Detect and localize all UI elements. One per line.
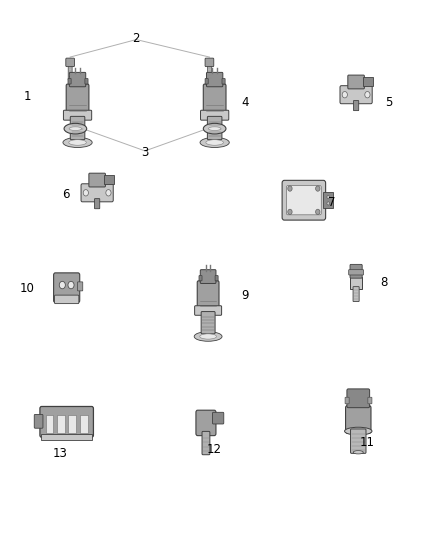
Text: 10: 10 — [19, 282, 34, 295]
Text: 4: 4 — [241, 95, 249, 109]
FancyBboxPatch shape — [212, 413, 224, 424]
FancyBboxPatch shape — [345, 397, 349, 404]
FancyBboxPatch shape — [197, 281, 219, 311]
Circle shape — [59, 281, 65, 289]
FancyBboxPatch shape — [282, 180, 325, 220]
FancyBboxPatch shape — [68, 78, 71, 84]
FancyBboxPatch shape — [66, 84, 89, 115]
Ellipse shape — [200, 334, 216, 339]
Text: 2: 2 — [133, 32, 140, 45]
Circle shape — [316, 186, 320, 191]
Circle shape — [342, 92, 347, 98]
FancyBboxPatch shape — [215, 276, 218, 281]
FancyBboxPatch shape — [194, 306, 222, 316]
Circle shape — [106, 190, 111, 196]
FancyBboxPatch shape — [346, 406, 371, 433]
Text: 12: 12 — [207, 443, 222, 456]
FancyBboxPatch shape — [68, 65, 72, 80]
FancyBboxPatch shape — [81, 184, 113, 202]
Circle shape — [365, 92, 370, 98]
FancyBboxPatch shape — [78, 282, 83, 291]
FancyBboxPatch shape — [80, 415, 88, 433]
FancyBboxPatch shape — [70, 116, 85, 140]
Circle shape — [288, 186, 292, 191]
Text: 6: 6 — [62, 189, 70, 201]
FancyBboxPatch shape — [340, 86, 372, 104]
FancyBboxPatch shape — [200, 270, 216, 284]
FancyBboxPatch shape — [40, 407, 93, 437]
FancyBboxPatch shape — [350, 264, 362, 278]
FancyBboxPatch shape — [203, 84, 226, 115]
FancyBboxPatch shape — [69, 72, 86, 87]
FancyBboxPatch shape — [196, 410, 216, 435]
FancyBboxPatch shape — [95, 199, 100, 209]
Ellipse shape — [203, 123, 226, 134]
FancyBboxPatch shape — [286, 185, 321, 215]
Text: 5: 5 — [385, 95, 392, 109]
Text: 11: 11 — [360, 436, 374, 449]
FancyBboxPatch shape — [205, 58, 214, 67]
Circle shape — [316, 209, 320, 215]
FancyBboxPatch shape — [68, 415, 76, 433]
Ellipse shape — [63, 138, 92, 148]
FancyBboxPatch shape — [349, 270, 364, 275]
FancyBboxPatch shape — [205, 78, 208, 84]
Circle shape — [327, 196, 329, 199]
Text: 3: 3 — [141, 146, 148, 159]
FancyBboxPatch shape — [350, 277, 362, 289]
FancyBboxPatch shape — [54, 295, 79, 304]
Ellipse shape — [194, 332, 222, 341]
FancyBboxPatch shape — [104, 175, 114, 184]
FancyBboxPatch shape — [363, 77, 373, 86]
Ellipse shape — [208, 127, 221, 131]
FancyBboxPatch shape — [85, 78, 88, 84]
Ellipse shape — [206, 140, 223, 145]
FancyBboxPatch shape — [201, 110, 229, 120]
Circle shape — [327, 202, 329, 205]
Circle shape — [68, 281, 74, 289]
FancyBboxPatch shape — [208, 65, 212, 80]
FancyBboxPatch shape — [66, 58, 74, 67]
Text: 13: 13 — [53, 447, 67, 459]
Ellipse shape — [69, 127, 81, 131]
Text: 9: 9 — [241, 289, 249, 302]
FancyBboxPatch shape — [347, 389, 370, 408]
Ellipse shape — [69, 140, 86, 145]
FancyBboxPatch shape — [53, 273, 80, 303]
Text: 7: 7 — [328, 196, 336, 209]
Ellipse shape — [200, 138, 229, 148]
FancyBboxPatch shape — [323, 192, 333, 208]
FancyBboxPatch shape — [222, 78, 225, 84]
FancyBboxPatch shape — [368, 397, 372, 404]
FancyBboxPatch shape — [207, 116, 222, 140]
FancyBboxPatch shape — [348, 75, 364, 89]
Text: 8: 8 — [381, 276, 388, 289]
FancyBboxPatch shape — [206, 72, 223, 87]
FancyBboxPatch shape — [353, 287, 359, 302]
FancyBboxPatch shape — [41, 433, 92, 440]
FancyBboxPatch shape — [57, 415, 65, 433]
FancyBboxPatch shape — [89, 173, 106, 187]
Ellipse shape — [64, 123, 87, 134]
FancyBboxPatch shape — [46, 415, 53, 433]
Ellipse shape — [353, 450, 363, 454]
FancyBboxPatch shape — [350, 429, 366, 454]
FancyBboxPatch shape — [64, 110, 92, 120]
FancyBboxPatch shape — [201, 312, 215, 334]
Ellipse shape — [345, 427, 372, 435]
Circle shape — [83, 190, 88, 196]
FancyBboxPatch shape — [34, 415, 43, 428]
FancyBboxPatch shape — [353, 101, 359, 111]
Circle shape — [288, 209, 292, 215]
FancyBboxPatch shape — [202, 431, 210, 455]
FancyBboxPatch shape — [199, 276, 202, 281]
Text: 1: 1 — [24, 90, 31, 103]
